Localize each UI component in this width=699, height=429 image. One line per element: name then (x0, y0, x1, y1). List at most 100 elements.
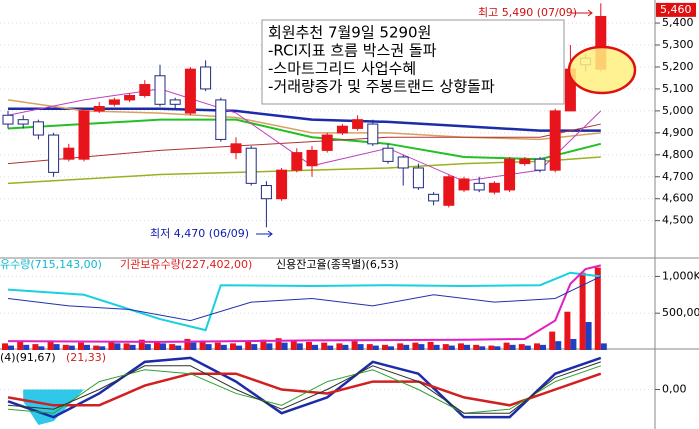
volume-bar (236, 345, 242, 350)
candle-body (458, 178, 470, 191)
y-tick-label: 5,400 (662, 16, 694, 29)
volume-bar (108, 341, 115, 350)
price-label-box (656, 2, 696, 17)
volume-bar (372, 345, 379, 350)
note-box (261, 19, 565, 105)
volume-bar (306, 341, 312, 350)
volume-bar (114, 343, 121, 350)
volume-bar (312, 344, 318, 350)
y-tick-label: 4,700 (662, 170, 694, 183)
candle-body (534, 158, 546, 171)
volume-bar (84, 344, 90, 350)
volume-bar (99, 346, 106, 350)
candle-body (443, 176, 455, 206)
volume-bar (290, 340, 297, 350)
y-tick-label: 5,300 (662, 38, 694, 51)
legend-entry: 신용잔고율(종목별)(6,53) (276, 258, 399, 271)
candle-body (306, 149, 318, 167)
volume-bar (266, 343, 273, 350)
volume-bar (397, 343, 404, 350)
candle-body (276, 169, 288, 200)
volume-bar (144, 344, 151, 350)
volume-bar (403, 344, 410, 350)
volume-bar (2, 343, 8, 350)
candle-body (2, 114, 14, 125)
y-tick-label: 4,500 (662, 214, 694, 227)
candle-body (124, 95, 136, 101)
candle-body (397, 156, 409, 169)
volume-bar (169, 344, 176, 350)
candle-body (260, 185, 272, 200)
candle-body (367, 123, 379, 145)
candle-body (519, 158, 531, 165)
volume-bar (251, 344, 258, 350)
volume-bar (68, 345, 75, 350)
candle-body (154, 75, 166, 105)
volume-bar (123, 343, 130, 350)
price-label: 5,460 (660, 3, 692, 16)
moving-average (7, 123, 601, 165)
y-tick-label: 4,600 (662, 192, 694, 205)
volume-bar (17, 341, 24, 350)
candle-body (184, 68, 196, 114)
high-annotation: 최고 5,490 (07/09) (478, 6, 577, 19)
volume-bar (336, 343, 343, 350)
volume-bar (433, 344, 440, 350)
y-tick-label: 5,200 (662, 60, 694, 73)
candle-body (48, 134, 60, 173)
volume-bar (32, 344, 39, 350)
indicator-line (7, 361, 601, 414)
volume-bar (579, 272, 586, 350)
volume-bar (464, 344, 470, 350)
candle-body (215, 99, 227, 140)
legend-entry: (4)(91,67) (0, 351, 56, 364)
candle-body (336, 125, 348, 134)
volume-bar (78, 342, 84, 350)
candle-body (382, 147, 394, 162)
volume-line (7, 271, 601, 332)
legend-entry: 유수량(715,143,00) (0, 258, 102, 271)
volume-bar (473, 344, 480, 350)
volume-bar (448, 345, 455, 350)
candle-body (17, 119, 29, 125)
volume-bar (351, 341, 358, 350)
volume-bar (93, 345, 100, 350)
volume-bar (47, 340, 54, 350)
volume-bar (245, 341, 252, 350)
volume-bar (175, 345, 182, 350)
candle-body (549, 110, 561, 171)
volume-bar (199, 340, 206, 350)
volume-bar (442, 344, 449, 350)
y-tick-label: 5,000 (662, 104, 694, 117)
volume-bar (342, 344, 349, 350)
volume-bar (62, 344, 69, 350)
candle-body (32, 121, 44, 136)
y-tick-label: 1,000K (662, 269, 699, 282)
volume-line (7, 275, 602, 322)
candle-body (488, 182, 500, 193)
volume-bar (503, 342, 510, 350)
low-annotation: 최저 4,470 (06/09) (150, 227, 249, 240)
volume-bar (230, 343, 236, 350)
volume-bar (549, 331, 556, 350)
volume-bar (190, 342, 197, 350)
volume-bar (585, 322, 592, 350)
volume-bar (296, 343, 303, 350)
volume-bar (524, 345, 531, 350)
volume-bar (184, 338, 191, 350)
volume-bar (388, 346, 394, 350)
volume-bar (564, 311, 571, 350)
y-tick-label: 5,100 (662, 82, 694, 95)
volume-bar (38, 346, 45, 350)
volume-bar (534, 343, 540, 350)
volume-bar (555, 341, 562, 350)
volume-bar (327, 345, 334, 350)
volume-bar (494, 346, 501, 350)
indicator-line (7, 372, 602, 407)
volume-line (7, 264, 602, 343)
volume-bar (205, 344, 212, 350)
candle-body (93, 105, 105, 112)
volume-bar (488, 345, 495, 350)
candle-body (412, 167, 424, 189)
